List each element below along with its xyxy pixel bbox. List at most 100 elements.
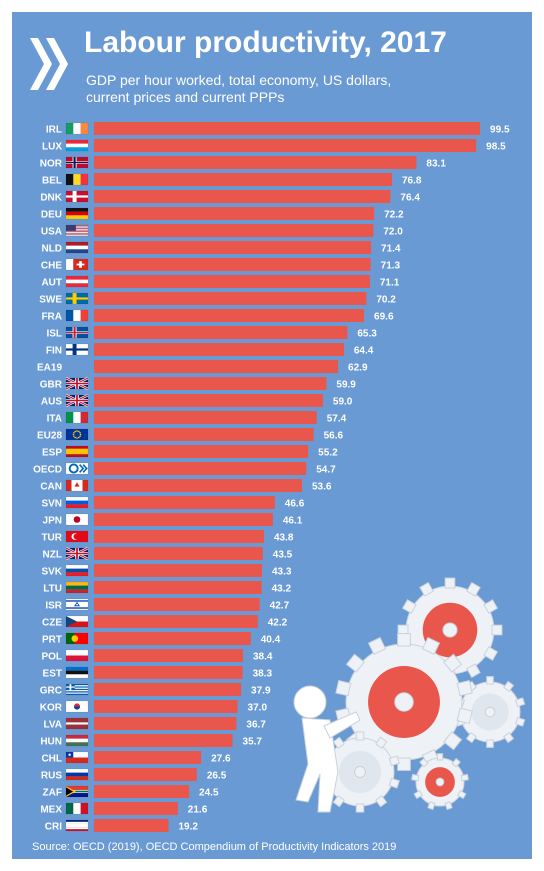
bar-row: ISL 65.3 xyxy=(46,326,377,340)
value-label: 72.2 xyxy=(384,210,404,221)
bar-row: OECD 54.7 xyxy=(33,462,336,476)
flag-svn-icon xyxy=(65,496,89,509)
bar xyxy=(94,683,242,696)
value-label: 19.2 xyxy=(178,822,198,833)
category-label: SVK xyxy=(41,567,62,578)
bar-row: AUS 59.0 xyxy=(41,394,353,408)
category-label: MEX xyxy=(40,805,62,816)
bar-row: SVN 46.6 xyxy=(41,496,305,510)
gear-small xyxy=(411,753,469,811)
bar-row: LUX 98.5 xyxy=(42,139,506,153)
value-label: 43.5 xyxy=(273,550,293,561)
value-label: 46.1 xyxy=(283,516,303,527)
flag-dnk-icon xyxy=(65,190,89,203)
value-label: 76.8 xyxy=(402,176,422,187)
bar-row: BEL 76.8 xyxy=(42,173,422,187)
flag-che-icon xyxy=(65,258,89,271)
flag-pol-icon xyxy=(65,649,89,662)
category-label: LUX xyxy=(42,142,62,153)
value-label: 71.4 xyxy=(381,244,401,255)
bar-row: CHL 27.6 xyxy=(41,751,231,765)
value-label: 43.8 xyxy=(274,533,294,544)
oecd-chevrons-logo xyxy=(30,38,68,90)
flag-irl-icon xyxy=(65,122,89,135)
bar-row: ZAF 24.5 xyxy=(43,785,219,799)
category-label: LVA xyxy=(43,720,62,731)
category-label: GRC xyxy=(40,686,62,697)
bar-row: NZL 43.5 xyxy=(43,547,293,561)
bar xyxy=(94,649,243,662)
bar xyxy=(94,292,367,305)
bar xyxy=(94,598,260,611)
category-label: IRL xyxy=(46,125,62,136)
flag-bel-icon xyxy=(65,173,89,186)
source-note: Source: OECD (2019), OECD Compendium of … xyxy=(32,841,397,853)
value-label: 43.3 xyxy=(272,567,292,578)
value-label: 83.1 xyxy=(426,159,446,170)
category-label: HUN xyxy=(40,737,62,748)
subtitle-line-2: current prices and current PPPs xyxy=(86,89,285,105)
value-label: 99.5 xyxy=(490,125,510,136)
category-label: USA xyxy=(41,227,62,238)
bar-row: MEX 21.6 xyxy=(40,802,208,816)
flag-fin-icon xyxy=(65,343,89,356)
category-label: LTU xyxy=(43,584,62,595)
flag-jpn-icon xyxy=(65,513,89,526)
value-label: 53.6 xyxy=(312,482,332,493)
bar xyxy=(94,700,238,713)
flag-chl-icon xyxy=(65,751,89,764)
bar xyxy=(94,462,307,475)
bar xyxy=(94,530,264,543)
bar-row: TUR 43.8 xyxy=(41,530,294,544)
value-label: 38.3 xyxy=(253,669,273,680)
gear-far-right xyxy=(454,676,526,748)
category-label: CAN xyxy=(40,482,62,493)
flag-ita-icon xyxy=(65,411,89,424)
bar xyxy=(94,411,317,424)
value-label: 42.7 xyxy=(270,601,290,612)
bar-row: FRA 69.6 xyxy=(41,309,394,323)
bar-row: CHE 71.3 xyxy=(41,258,401,272)
bar-row: ITA 57.4 xyxy=(47,411,347,425)
category-label: FRA xyxy=(41,312,62,323)
flag-rus-icon xyxy=(65,768,89,781)
category-label: CZE xyxy=(42,618,62,629)
category-label: EU28 xyxy=(37,431,62,442)
flag-hun-icon xyxy=(65,734,89,747)
value-label: 46.6 xyxy=(285,499,305,510)
bar-row: CZE 42.2 xyxy=(42,615,288,629)
bar-row: USA 72.0 xyxy=(41,224,403,238)
bar xyxy=(94,224,374,237)
category-label: OECD xyxy=(33,465,62,476)
category-label: NOR xyxy=(40,159,63,170)
flag-swe-icon xyxy=(65,292,89,305)
value-label: 42.2 xyxy=(268,618,288,629)
bar xyxy=(94,343,344,356)
value-label: 43.2 xyxy=(272,584,292,595)
bar xyxy=(94,207,375,220)
value-label: 64.4 xyxy=(354,346,374,357)
flag-zaf-icon xyxy=(65,785,89,798)
bar xyxy=(94,258,371,271)
category-label: SVN xyxy=(41,499,62,510)
flag-isl-icon xyxy=(65,326,89,339)
category-label: DNK xyxy=(40,193,62,204)
subtitle-line-1: GDP per hour worked, total economy, US d… xyxy=(86,72,392,88)
category-label: NLD xyxy=(41,244,62,255)
value-label: 57.4 xyxy=(327,414,347,425)
flag-ltu-icon xyxy=(65,581,89,594)
bar-row: CAN 53.6 xyxy=(40,479,332,493)
category-label: TUR xyxy=(41,533,62,544)
flag-mex-icon xyxy=(65,802,89,815)
bar xyxy=(94,666,243,679)
category-label: POL xyxy=(41,652,62,663)
flag-usa-icon xyxy=(65,224,89,237)
value-label: 98.5 xyxy=(486,142,506,153)
category-label: SWE xyxy=(39,295,62,306)
value-label: 35.7 xyxy=(243,737,263,748)
bar xyxy=(94,190,391,203)
flag-nor-icon xyxy=(65,156,89,169)
flag-cze-icon xyxy=(65,615,89,628)
bar-row: CRI 19.2 xyxy=(45,819,198,833)
category-label: CHE xyxy=(41,261,62,272)
